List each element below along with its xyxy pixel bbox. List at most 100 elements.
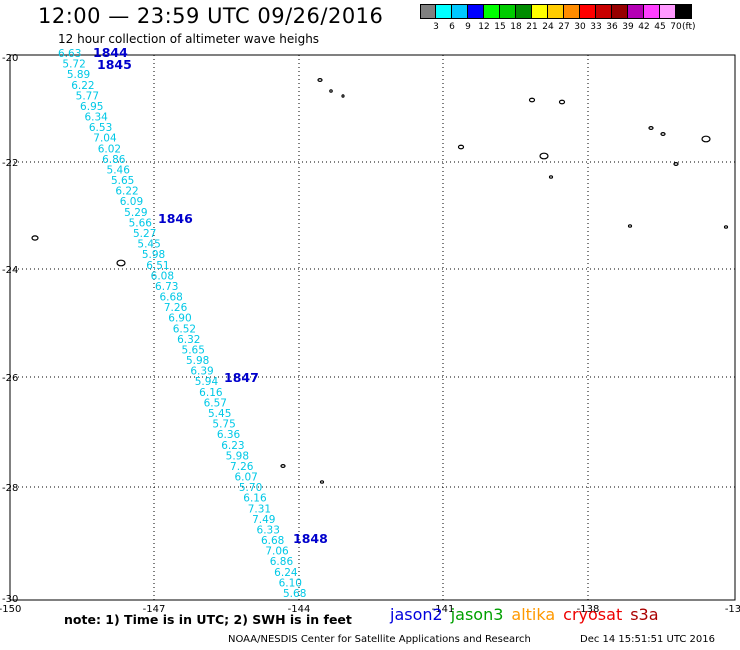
satellite-legend: jason2 jason3 altika cryosat s3a <box>390 605 667 624</box>
legend-labels: 3 6 9 12 15 18 21 24 27 30 33 36 39 42 45 70 (ft) <box>420 22 740 34</box>
legend-label: 70 <box>670 22 682 32</box>
island-outline <box>673 162 679 167</box>
color-legend: 3 6 9 12 15 18 21 24 27 30 33 36 39 42 45 70 (ft) <box>420 4 696 32</box>
swh-value: 6.39 <box>190 366 213 378</box>
legend-label: 30 <box>574 22 586 32</box>
swh-value: 6.36 <box>217 429 241 441</box>
swh-value: 7.31 <box>248 503 271 515</box>
time-label: 1845 <box>97 57 132 72</box>
swh-value: 6.02 <box>98 143 121 155</box>
legend-label: 33 <box>590 22 602 32</box>
legend-label: 3 <box>433 22 439 32</box>
swh-value: 6.68 <box>261 535 284 547</box>
satellite-altika: altika <box>511 605 556 624</box>
swh-value: 5.68 <box>283 588 306 600</box>
legend-swatch <box>676 4 692 19</box>
x-tick-label: -150 <box>0 604 21 615</box>
swh-value: 6.08 <box>151 270 174 282</box>
swh-value: 6.33 <box>257 524 280 536</box>
swh-value: 7.06 <box>265 546 289 558</box>
swh-value: 6.52 <box>173 323 196 335</box>
time-label: 1844 <box>93 45 128 60</box>
legend-label: 39 <box>622 22 634 32</box>
swh-value: 7.26 <box>164 302 188 314</box>
swh-value: 5.72 <box>62 59 85 71</box>
legend-label: 45 <box>654 22 666 32</box>
swh-value: 6.09 <box>120 196 143 208</box>
legend-label: 24 <box>542 22 554 32</box>
y-tick-label: -30 <box>2 594 18 605</box>
swh-value: 5.46 <box>107 164 131 176</box>
swh-value: 5.45 <box>208 408 231 420</box>
swh-value: 6.57 <box>204 397 227 409</box>
satellite-jason3: jason3 <box>450 605 504 624</box>
legend-swatch <box>564 4 580 19</box>
legend-swatch <box>468 4 484 19</box>
island-outline <box>548 175 554 179</box>
swh-value: 5.94 <box>195 376 219 388</box>
swh-value: 7.04 <box>93 133 117 145</box>
island-outline <box>317 77 323 82</box>
footer-credit: NOAA/NESDIS Center for Satellite Applica… <box>228 634 531 645</box>
legend-swatch <box>420 4 436 19</box>
legend-swatch <box>484 4 500 19</box>
swh-value: 5.27 <box>133 228 156 240</box>
island-outline <box>539 152 549 160</box>
swh-value: 6.95 <box>80 101 103 113</box>
swh-value: 5.98 <box>226 450 249 462</box>
legend-label: 9 <box>465 22 471 32</box>
time-label: 1847 <box>224 370 259 385</box>
swh-value: 7.26 <box>230 461 254 473</box>
time-label: 1848 <box>293 531 328 546</box>
swh-value: 5.29 <box>124 207 147 219</box>
island-outline <box>558 99 566 105</box>
swh-value: 6.90 <box>168 313 191 325</box>
swh-value: 5.75 <box>212 419 235 431</box>
satellite-jason2: jason2 <box>390 605 443 624</box>
swh-value: 6.16 <box>243 493 267 505</box>
island-outline <box>457 144 465 150</box>
island-outline <box>701 135 711 143</box>
legend-label: 21 <box>526 22 538 32</box>
swh-value: 6.63 <box>58 48 81 60</box>
swh-value: 5.45 <box>137 239 160 251</box>
legend-label: 15 <box>494 22 506 32</box>
legend-color-bar <box>420 4 692 19</box>
island-outline <box>627 224 633 228</box>
legend-label: 42 <box>638 22 650 32</box>
island-outline <box>648 125 654 130</box>
swh-value: 6.53 <box>89 122 112 134</box>
legend-label: 18 <box>510 22 522 32</box>
swh-value: 6.73 <box>155 281 178 293</box>
legend-swatch <box>628 4 644 19</box>
legend-swatch <box>580 4 596 19</box>
swh-value: 5.89 <box>67 69 90 81</box>
island-outline <box>329 89 333 93</box>
legend-swatch <box>516 4 532 19</box>
swh-value: 5.65 <box>182 344 205 356</box>
y-tick-label: -24 <box>2 265 18 276</box>
time-label: 1846 <box>158 211 193 226</box>
footer-timestamp: Dec 14 15:51:51 UTC 2016 <box>580 634 715 645</box>
swh-value: 6.34 <box>84 112 108 124</box>
legend-swatch <box>644 4 660 19</box>
swh-value: 6.22 <box>71 80 94 92</box>
legend-swatch <box>660 4 676 19</box>
chart-title: 12:00 — 23:59 UTC 09/26/2016 <box>38 4 384 28</box>
swh-value: 6.10 <box>279 577 302 589</box>
swh-value: 6.86 <box>102 154 126 166</box>
swh-value: 6.86 <box>270 556 294 568</box>
legend-swatch <box>596 4 612 19</box>
legend-unit: (ft) <box>682 22 696 32</box>
island-outline <box>660 132 666 137</box>
legend-swatch <box>612 4 628 19</box>
chart-subtitle: 12 hour collection of altimeter wave hei… <box>58 32 320 46</box>
swh-value: 5.98 <box>142 249 165 261</box>
legend-label: 27 <box>558 22 570 32</box>
swh-value: 6.22 <box>115 186 138 198</box>
legend-swatch <box>532 4 548 19</box>
swh-value: 6.16 <box>199 387 223 399</box>
island-outline <box>723 225 729 229</box>
swh-value: 5.70 <box>239 482 262 494</box>
